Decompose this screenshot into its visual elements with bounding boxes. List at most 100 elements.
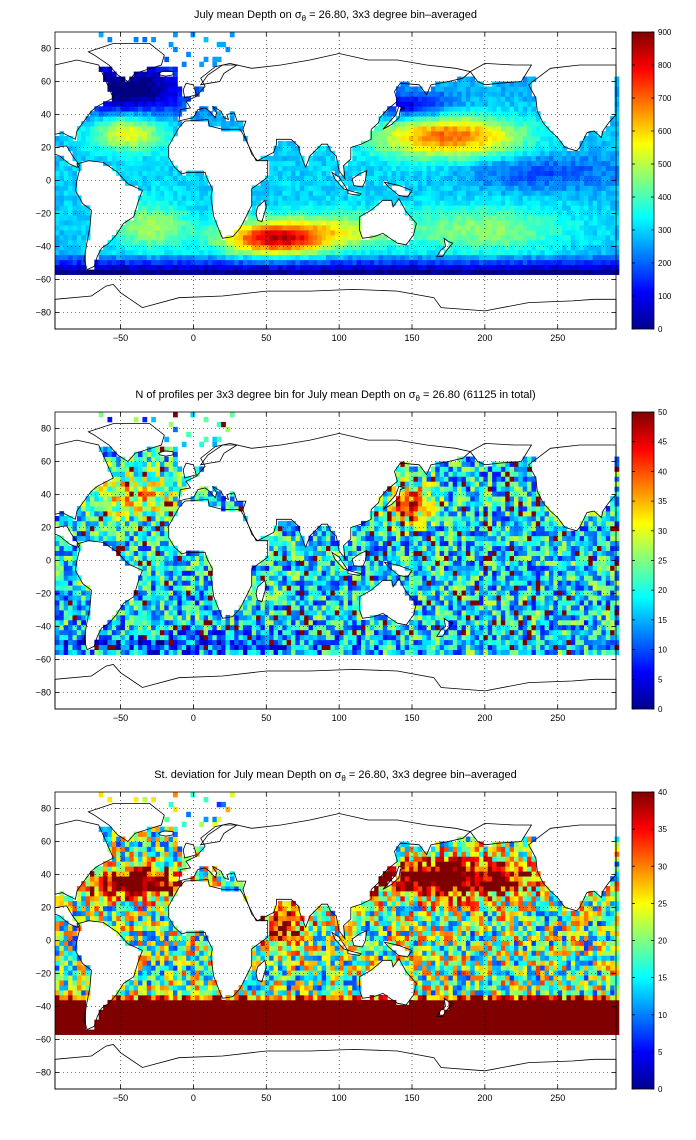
heatmap-cell [548,254,554,261]
heatmap-cell [111,140,117,147]
heatmap-cell [116,619,121,626]
heatmap-cell [395,264,401,270]
heatmap-cell [133,525,139,532]
heatmap-cell [194,91,200,97]
heatmap-cell [111,520,117,527]
heatmap-cell [391,126,397,132]
heatmap-cell [614,76,620,82]
heatmap-cell [553,239,559,246]
heatmap-cell [199,244,205,251]
heatmap-cell [444,259,449,266]
heatmap-cell [400,264,406,270]
heatmap-cell [107,481,113,487]
heatmap-cell [444,91,449,97]
heatmap-cell [295,269,301,275]
heatmap-cell [395,135,401,142]
heatmap-cell [142,614,148,621]
heatmap-cell [352,254,358,261]
heatmap-cell [129,121,135,127]
heatmap-cell [409,140,414,147]
heatmap-cell [422,91,427,97]
heatmap-cell [151,150,156,157]
heatmap-cell [461,264,467,270]
heatmap-cell [317,234,323,241]
heatmap-cell [251,210,257,216]
heatmap-cell [107,126,113,132]
heatmap-cell [81,269,86,275]
heatmap-cell [142,416,148,423]
heatmap-cell [321,210,327,216]
heatmap-cell [55,180,60,186]
heatmap-cell [343,205,349,211]
heatmap-cell [273,185,279,191]
heatmap-cell [479,220,484,226]
heatmap-cell [116,86,121,92]
heatmap-cell [347,264,353,270]
heatmap-cell [374,195,379,201]
heatmap-cell [124,466,130,472]
heatmap-cell [470,170,476,176]
heatmap-cell [374,131,379,137]
heatmap-cell [273,150,279,157]
heatmap-cell [299,230,305,236]
heatmap-cell [159,456,165,462]
heatmap-cell [448,165,454,171]
heatmap-cell [59,135,65,142]
heatmap-cell [282,190,288,196]
heatmap-cell [365,170,371,176]
heatmap-cell [492,195,497,201]
heatmap-cell [548,190,554,196]
heatmap-cell [89,111,95,117]
heatmap-cell [422,145,427,152]
heatmap-cell [522,205,528,211]
heatmap-cell [317,210,323,216]
heatmap-cell [229,649,235,655]
heatmap-cell [544,215,550,221]
heatmap-cell [321,165,327,171]
heatmap-cell [129,264,135,270]
heatmap-cell [55,254,60,261]
heatmap-cell [404,106,410,112]
heatmap-cell [444,160,449,167]
heatmap-cell [111,634,117,641]
heatmap-cell [264,269,270,275]
heatmap-cell [483,131,489,137]
heatmap-cell [164,595,170,601]
heatmap-cell [439,180,445,186]
heatmap-cell [570,259,576,266]
heatmap-cell [592,170,598,176]
heatmap-cell [417,121,423,127]
heatmap-cell [465,249,471,256]
heatmap-cell [496,121,502,127]
heatmap-cell [107,269,113,275]
heatmap-cell [59,619,65,626]
heatmap-cell [216,619,222,626]
heatmap-cell [461,254,467,261]
heatmap-cell [426,200,432,206]
heatmap-cell [129,481,135,487]
heatmap-cell [251,610,257,616]
heatmap-cell [527,180,532,186]
heatmap-cell [68,145,73,152]
heatmap-cell [369,234,375,241]
heatmap-cell [570,239,576,246]
heatmap-cell [321,195,327,201]
heatmap-cell [339,230,344,236]
heatmap-cell [317,264,323,270]
heatmap-cell [177,91,183,97]
heatmap-cell [129,150,135,157]
heatmap-cell [426,91,432,97]
heatmap-cell [155,614,161,621]
heatmap-cell [426,145,432,152]
heatmap-cell [605,269,611,275]
heatmap-cell [181,175,187,181]
heatmap-cell [308,254,314,261]
heatmap-cell [347,259,353,266]
heatmap-cell [177,200,183,206]
heatmap-cell [312,249,318,256]
heatmap-cell [251,624,257,631]
heatmap-cell [155,121,161,127]
heatmap-cell [256,614,261,621]
heatmap-cell [404,175,410,181]
heatmap-cell [610,239,615,246]
